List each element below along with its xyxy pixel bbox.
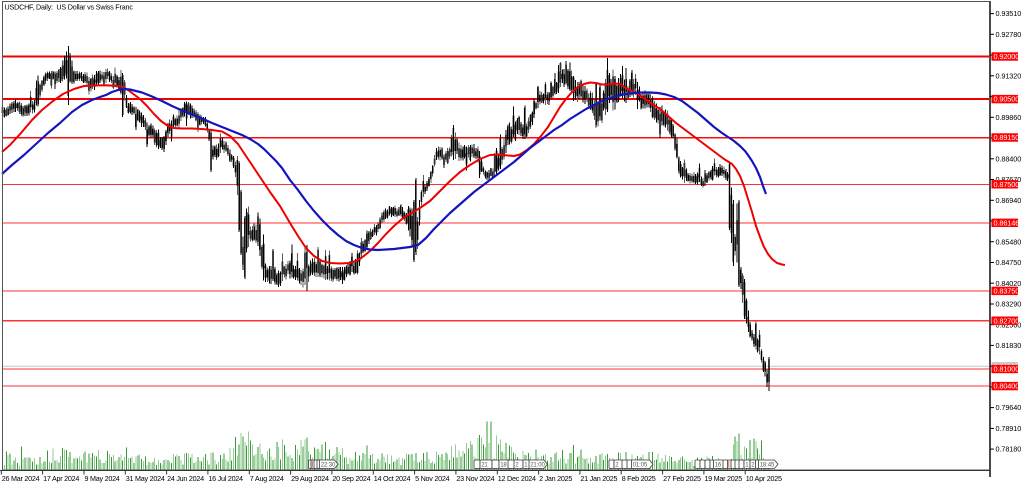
svg-text:21: 21 xyxy=(481,463,488,469)
svg-text:0.92780: 0.92780 xyxy=(996,30,1022,39)
svg-text:18: 18 xyxy=(500,463,507,469)
svg-text:0.93510: 0.93510 xyxy=(996,9,1022,18)
svg-text:0.81000: 0.81000 xyxy=(994,365,1020,374)
svg-text:0.78180: 0.78180 xyxy=(996,445,1022,454)
svg-text:27 Feb 2025: 27 Feb 2025 xyxy=(663,474,701,483)
svg-text:0.91320: 0.91320 xyxy=(996,71,1022,80)
svg-text:2: 2 xyxy=(615,463,619,469)
svg-text:20 Sep 2024: 20 Sep 2024 xyxy=(332,474,370,483)
svg-text:17 Apr 2024: 17 Apr 2024 xyxy=(43,474,79,483)
svg-text:0.79640: 0.79640 xyxy=(996,403,1022,412)
svg-text:2 Jan 2025: 2 Jan 2025 xyxy=(539,474,572,483)
svg-text:0.81830: 0.81830 xyxy=(996,341,1022,350)
svg-text:10 Apr 2025: 10 Apr 2025 xyxy=(746,474,782,483)
svg-text:31 May 2024: 31 May 2024 xyxy=(126,474,165,483)
svg-text:0.85480: 0.85480 xyxy=(996,237,1022,246)
svg-text:9 May 2024: 9 May 2024 xyxy=(85,474,120,483)
svg-text:16 Jul 2024: 16 Jul 2024 xyxy=(208,474,243,483)
svg-text:8 Feb 2025: 8 Feb 2025 xyxy=(622,474,656,483)
svg-text:21 Jan 2025: 21 Jan 2025 xyxy=(580,474,617,483)
svg-text:0.88400: 0.88400 xyxy=(996,154,1022,163)
svg-text:0.83750: 0.83750 xyxy=(994,287,1020,296)
svg-text:0.80400: 0.80400 xyxy=(994,382,1020,391)
svg-text:0.84750: 0.84750 xyxy=(996,258,1022,267)
svg-text:1: 1 xyxy=(524,463,528,469)
svg-text:0.90500: 0.90500 xyxy=(994,95,1020,104)
svg-text:26 Mar 2024: 26 Mar 2024 xyxy=(2,474,40,483)
svg-text:24 Jun 2024: 24 Jun 2024 xyxy=(167,474,204,483)
svg-text:0.83290: 0.83290 xyxy=(996,300,1022,309)
svg-text:2: 2 xyxy=(515,463,519,469)
svg-text:0.92000: 0.92000 xyxy=(994,52,1020,61)
svg-text:0.82700: 0.82700 xyxy=(994,316,1020,325)
svg-text:0.86940: 0.86940 xyxy=(996,196,1022,205)
svg-text:19 Mar 2025: 19 Mar 2025 xyxy=(704,474,742,483)
svg-text:22:30: 22:30 xyxy=(321,463,336,469)
svg-text:01:05: 01:05 xyxy=(633,463,648,469)
svg-text:0.78910: 0.78910 xyxy=(996,424,1022,433)
svg-text:21:00: 21:00 xyxy=(530,463,545,469)
svg-text:1: 1 xyxy=(745,463,749,469)
svg-text:23 Nov 2024: 23 Nov 2024 xyxy=(456,474,494,483)
svg-text:0.89860: 0.89860 xyxy=(996,113,1022,122)
svg-text:2: 2 xyxy=(751,463,755,469)
svg-text:16: 16 xyxy=(715,463,722,469)
svg-text:18:45: 18:45 xyxy=(760,463,775,469)
svg-text:0.87500: 0.87500 xyxy=(994,180,1020,189)
svg-text:12 Dec 2024: 12 Dec 2024 xyxy=(498,474,536,483)
svg-text:0.84020: 0.84020 xyxy=(996,279,1022,288)
svg-text:0.89150: 0.89150 xyxy=(994,133,1020,142)
svg-text:0.86146: 0.86146 xyxy=(994,218,1020,227)
svg-text:14 Oct 2024: 14 Oct 2024 xyxy=(374,474,411,483)
svg-text:29 Aug 2024: 29 Aug 2024 xyxy=(291,474,329,483)
svg-text:5 Nov 2024: 5 Nov 2024 xyxy=(415,474,450,483)
svg-text:7 Aug 2024: 7 Aug 2024 xyxy=(250,474,284,483)
svg-text:USDCHF, Daily: US Dollar vs S: USDCHF, Daily: US Dollar vs Swiss Franc xyxy=(5,2,134,11)
svg-text:0.87670: 0.87670 xyxy=(996,175,1022,184)
